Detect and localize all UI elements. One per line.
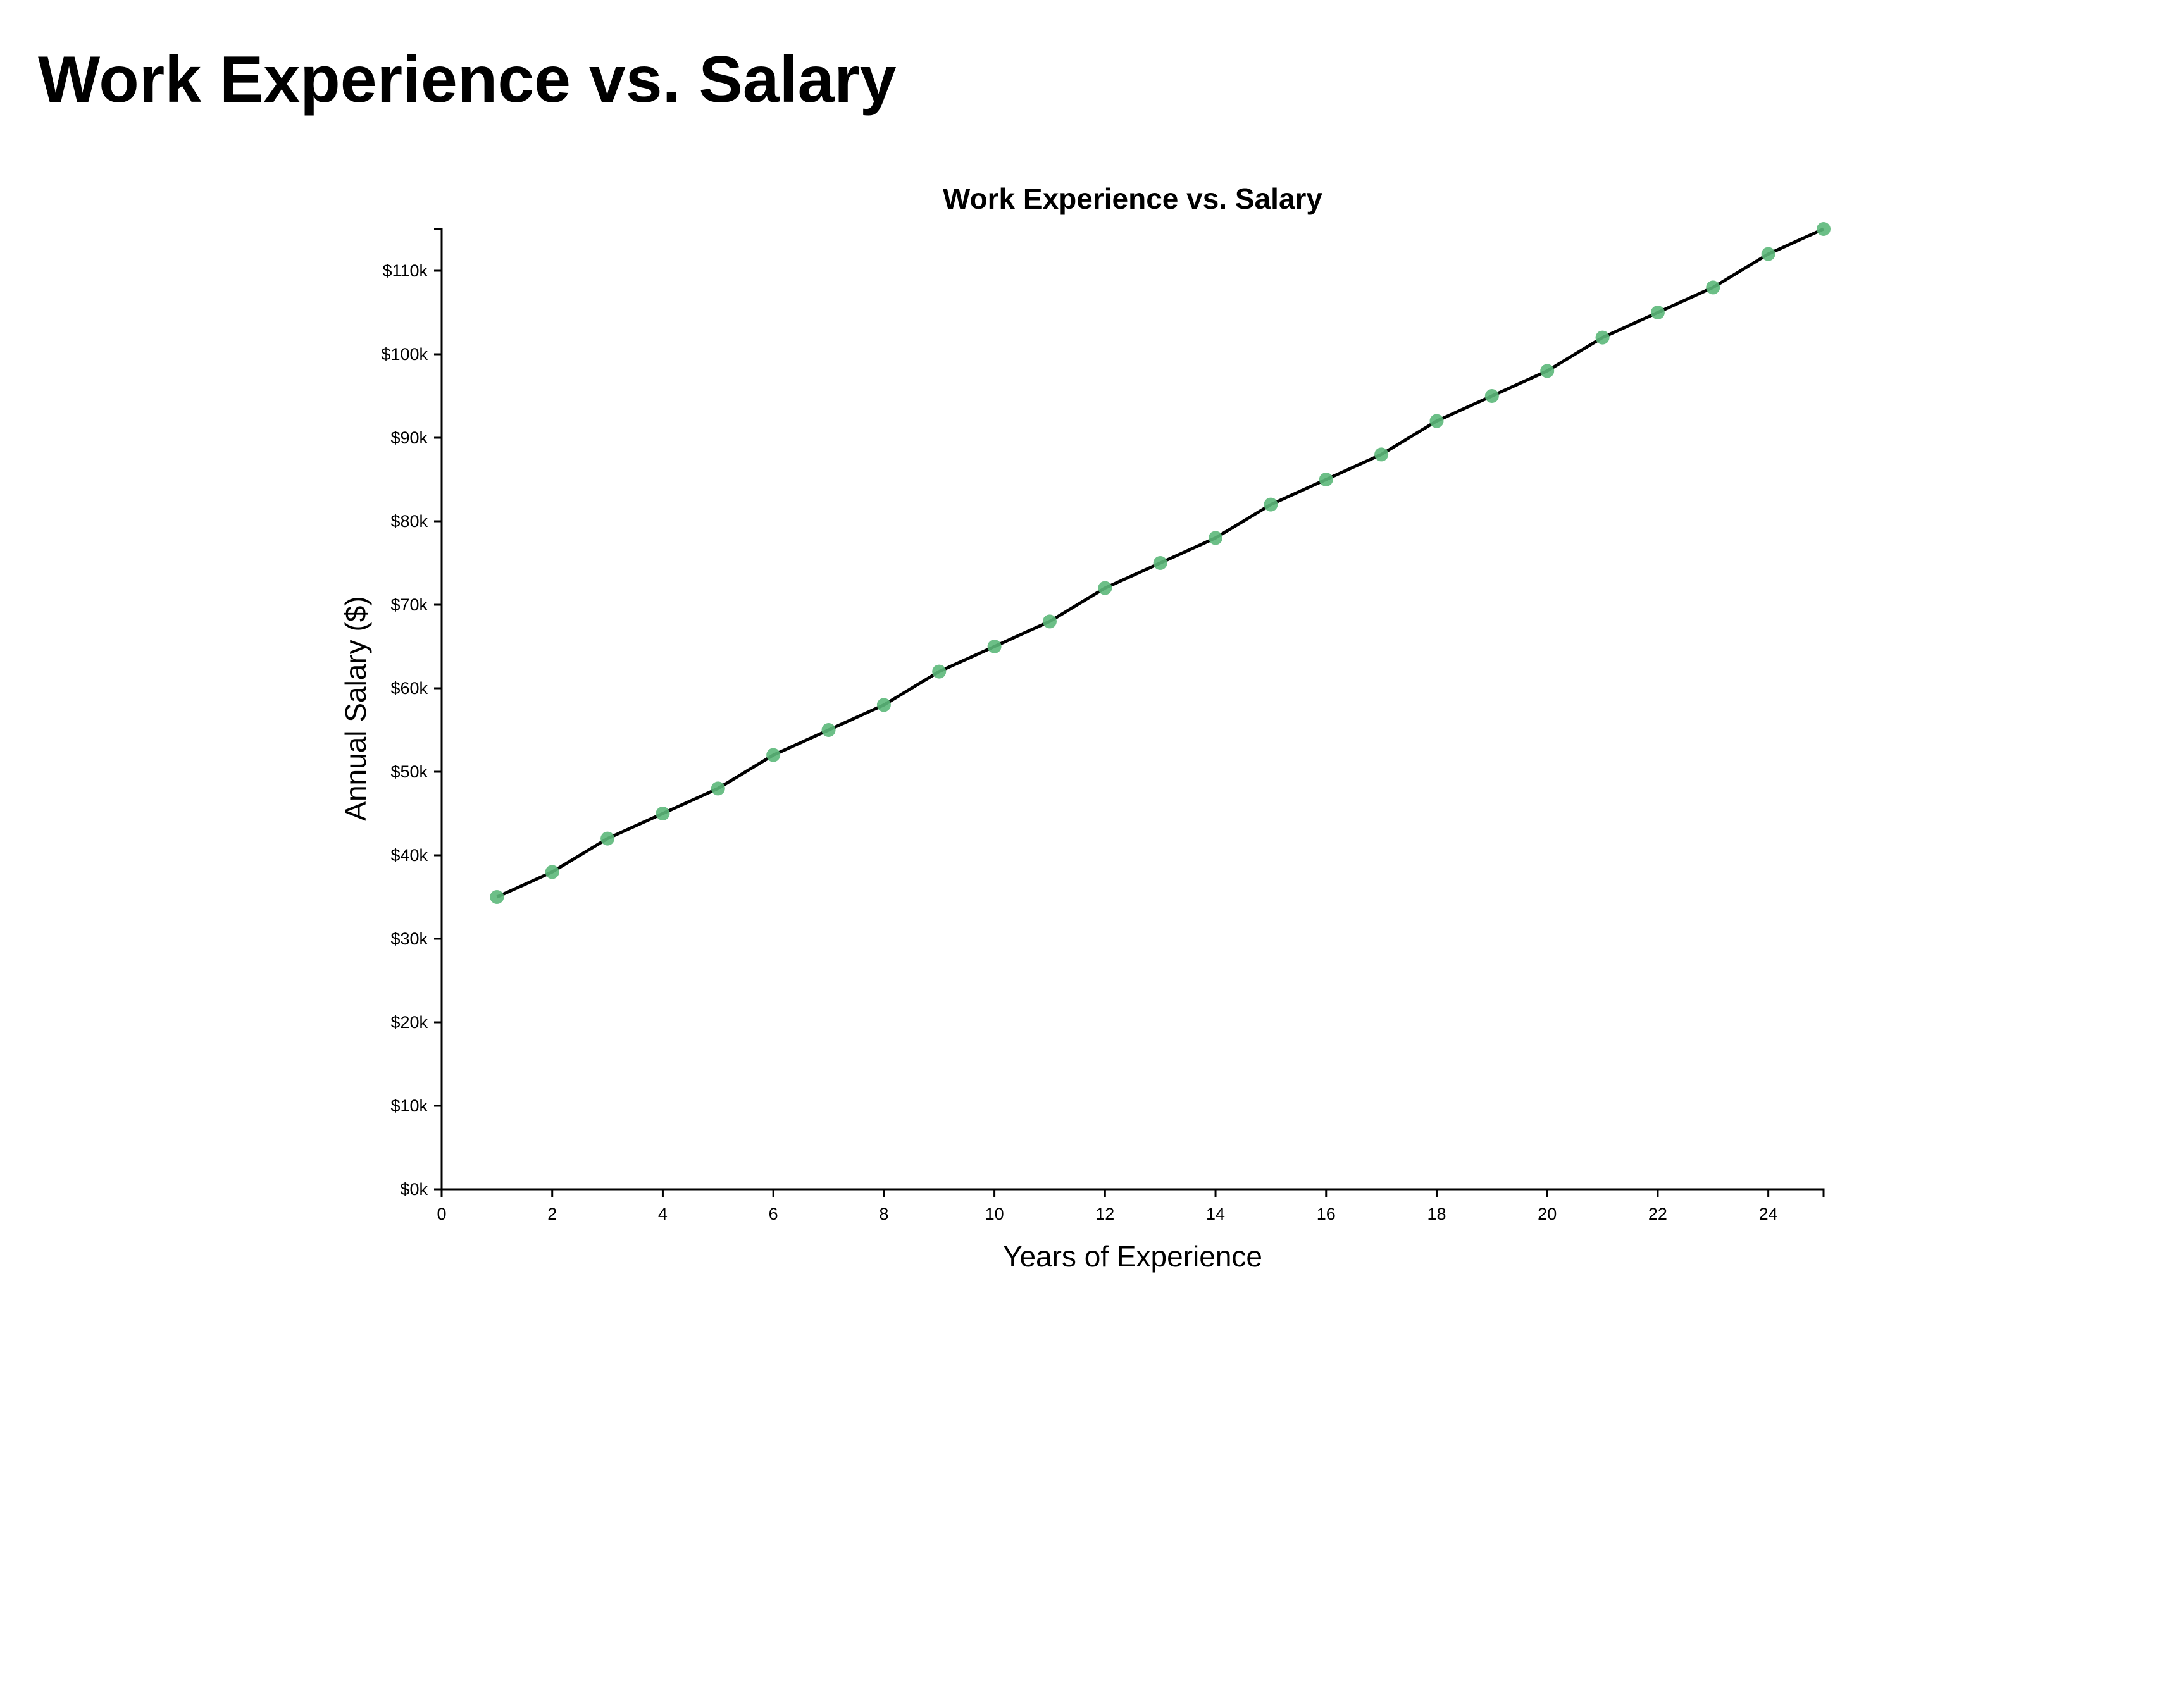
data-point xyxy=(1540,364,1555,378)
data-point xyxy=(1374,447,1389,462)
data-point xyxy=(1706,280,1720,295)
y-tick-label: $110k xyxy=(382,261,428,280)
x-tick-label: 12 xyxy=(1095,1204,1114,1223)
data-point xyxy=(1153,556,1167,570)
series-points-group xyxy=(490,222,1831,904)
x-tick-label: 2 xyxy=(547,1204,557,1223)
x-tick-label: 4 xyxy=(658,1204,668,1223)
y-tick-label: $80k xyxy=(390,512,428,531)
y-tick-label: $50k xyxy=(390,762,428,781)
y-tick-label: $20k xyxy=(390,1013,428,1032)
y-tick-label: $90k xyxy=(390,428,428,447)
chart-title: Work Experience vs. Salary xyxy=(943,182,1322,215)
x-axis-label: Years of Experience xyxy=(1003,1240,1262,1273)
x-tick-label: 6 xyxy=(769,1204,778,1223)
data-point xyxy=(876,698,891,712)
data-point xyxy=(821,723,836,737)
y-tick-label: $30k xyxy=(390,929,428,948)
page-title: Work Experience vs. Salary xyxy=(38,43,897,116)
x-tick-label: 24 xyxy=(1759,1204,1778,1223)
y-tick-label: $60k xyxy=(390,679,428,698)
data-point xyxy=(1042,614,1057,629)
x-tick-label: 18 xyxy=(1427,1204,1446,1223)
data-point xyxy=(490,890,504,904)
data-point xyxy=(932,664,947,679)
x-tick-label: 0 xyxy=(437,1204,446,1223)
data-point xyxy=(1650,306,1665,319)
y-tick-label: $10k xyxy=(390,1096,428,1115)
x-tick-label: 8 xyxy=(879,1204,888,1223)
y-tick-label: $100k xyxy=(381,345,428,364)
data-point xyxy=(987,640,1002,653)
y-axis-line xyxy=(434,228,443,1191)
x-tick-label: 22 xyxy=(1648,1204,1667,1223)
x-axis-line xyxy=(440,1188,1825,1197)
data-point xyxy=(1761,247,1775,261)
data-point xyxy=(656,807,670,820)
y-tick-label: $0k xyxy=(400,1180,428,1199)
data-point xyxy=(766,748,781,762)
data-point xyxy=(1264,497,1278,512)
data-point xyxy=(1319,473,1333,486)
x-axis: 0 2 4 6 8 10 12 14 16 18 20 22 24 xyxy=(437,1188,1825,1223)
y-tick-label: $70k xyxy=(390,595,428,614)
x-tick-label: 16 xyxy=(1317,1204,1336,1223)
x-tick-label: 20 xyxy=(1538,1204,1557,1223)
x-tick-label: 10 xyxy=(985,1204,1004,1223)
data-point xyxy=(1595,330,1610,345)
y-axis-label: Annual Salary ($) xyxy=(339,596,372,820)
data-point xyxy=(1429,414,1444,428)
data-point xyxy=(1098,581,1112,595)
data-point xyxy=(1817,222,1831,236)
data-point xyxy=(711,781,725,796)
y-tick-label: $40k xyxy=(390,846,428,865)
y-axis: $0k $10k $20k $30k $40k $50k $60k $70k $80k $90k $… xyxy=(381,228,443,1199)
data-point xyxy=(1209,531,1223,545)
data-point xyxy=(1484,389,1499,403)
data-point xyxy=(600,831,615,846)
data-point xyxy=(545,865,559,879)
x-tick-label: 14 xyxy=(1206,1204,1225,1223)
